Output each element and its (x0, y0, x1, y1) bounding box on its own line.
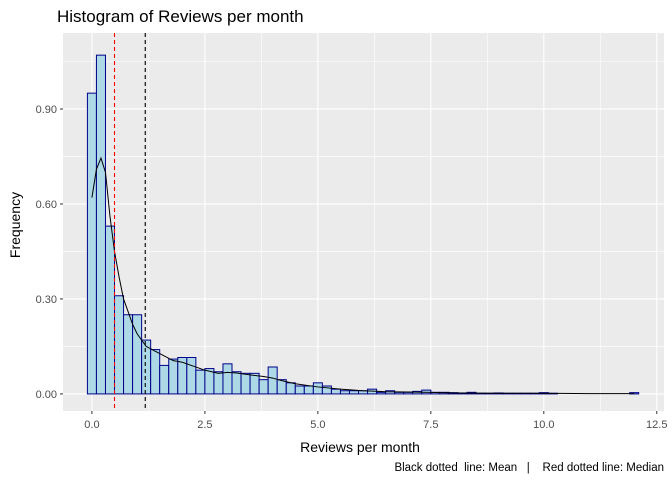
plot-panel (63, 33, 664, 411)
histogram-bar (294, 385, 305, 395)
histogram-bar (339, 390, 350, 395)
histogram-bar (95, 54, 106, 395)
y-axis-title: Frequency (7, 192, 23, 258)
chart-title: Histogram of Reviews per month (57, 7, 304, 26)
histogram-bar (394, 391, 405, 395)
histogram-bar (249, 372, 260, 395)
histogram-bar (312, 382, 323, 395)
histogram-bar (285, 382, 296, 395)
histogram-bars (86, 54, 640, 395)
histogram-bar (231, 371, 242, 395)
histogram-bar (267, 366, 278, 395)
x-tick-label: 0.0 (84, 419, 99, 431)
histogram-bar (403, 391, 414, 395)
grid-minor (63, 33, 664, 411)
histogram-bar (104, 225, 116, 395)
histogram-bar (186, 356, 197, 395)
density-curve-group (91, 156, 635, 395)
x-tick-label: 7.5 (423, 419, 438, 431)
histogram-bar (86, 92, 97, 395)
x-tick-label: 12.5 (646, 419, 667, 431)
reference-lines (113, 33, 146, 411)
x-tick-label: 5.0 (310, 419, 325, 431)
density-curve (91, 156, 635, 395)
x-axis-title: Reviews per month (300, 439, 420, 455)
y-tick-label: 0.90 (36, 104, 57, 116)
histogram-bar (114, 295, 125, 395)
histogram-bar (303, 385, 314, 395)
histogram-bar (213, 371, 224, 395)
y-axis: 0.00 0.30 0.60 0.90 (36, 104, 63, 401)
histogram-bar (240, 372, 251, 395)
histogram-bar (159, 364, 170, 395)
y-tick-label: 0.30 (36, 294, 57, 306)
histogram-bar (330, 388, 341, 395)
histogram-bar (168, 358, 179, 395)
x-tick-label: 2.5 (197, 419, 212, 431)
histogram-bar (222, 363, 233, 395)
histogram-bar (376, 391, 387, 395)
histogram-bar (348, 390, 360, 395)
x-axis: 0.0 2.5 5.0 7.5 10.0 12.5 (84, 411, 667, 431)
histogram-bar (123, 314, 134, 395)
histogram-bar (150, 349, 161, 395)
chart-caption: Black dotted line: Mean | Red dotted lin… (394, 462, 664, 474)
x-tick-label: 10.0 (533, 419, 554, 431)
histogram-bar (258, 379, 269, 395)
y-tick-label: 0.60 (36, 199, 57, 211)
histogram-bar (195, 369, 206, 395)
y-tick-label: 0.00 (36, 389, 57, 401)
